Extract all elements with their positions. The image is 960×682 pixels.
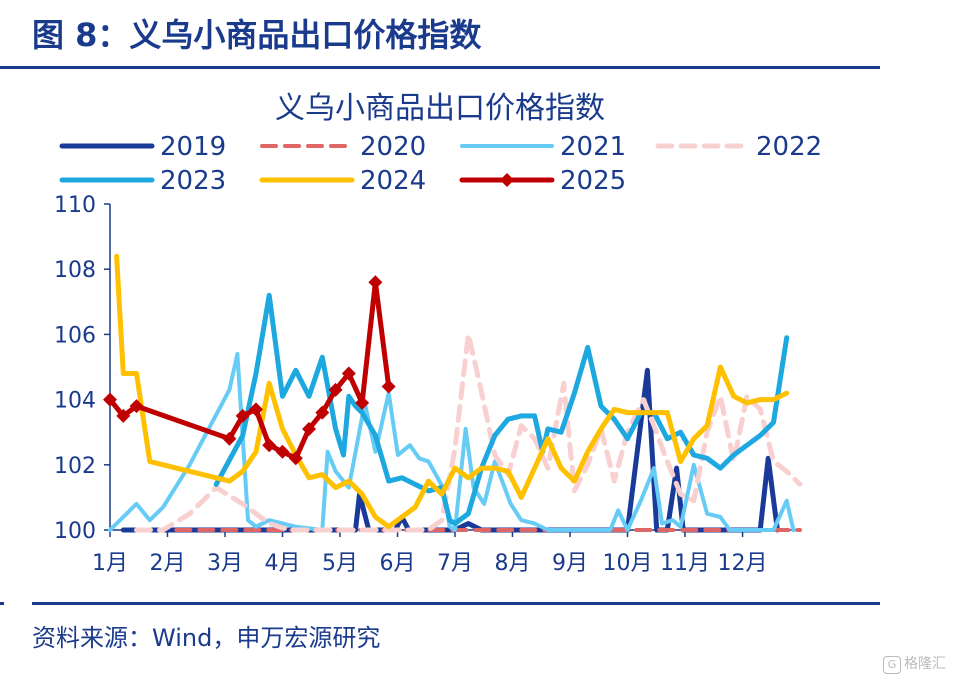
data-point-2025-10 — [315, 405, 330, 420]
series-line-2021 — [108, 352, 796, 532]
data-point-2025-11 — [328, 382, 343, 397]
series-line-2025 — [107, 279, 392, 461]
data-point-2025-3 — [222, 431, 237, 446]
x-tick-label-8: 9月 — [552, 551, 588, 576]
source-note: 资料来源：Wind，申万宏源研究 — [32, 624, 381, 652]
x-tick-label-6: 7月 — [437, 551, 473, 576]
legend-label-2021: 2021 — [560, 132, 626, 162]
y-tick-label-100: 100 — [54, 519, 96, 544]
series-line-2024 — [114, 253, 790, 530]
x-tick-label-5: 6月 — [380, 551, 416, 576]
chart-title: 义乌小商品出口价格指数 — [275, 91, 605, 126]
legend-item-2024: 2024 — [259, 166, 426, 196]
y-tick-label-108: 108 — [54, 258, 96, 283]
footer-rule — [32, 602, 880, 605]
data-point-2025-8 — [288, 451, 303, 466]
x-tick-label-0: 1月 — [92, 551, 128, 576]
y-tick-label-104: 104 — [54, 389, 96, 414]
legend-label-2025: 2025 — [560, 166, 626, 196]
data-point-2025-4 — [235, 408, 250, 423]
legend-item-2022: 2022 — [655, 132, 822, 162]
x-tick-label-2: 3月 — [207, 551, 243, 576]
header-rule — [0, 66, 880, 69]
x-tick-label-10: 11月 — [660, 551, 710, 576]
legend-label-2022: 2022 — [756, 132, 822, 162]
data-point-2025-7 — [275, 444, 290, 459]
y-tick-label-110: 110 — [54, 193, 96, 218]
watermark-logo-icon: G — [883, 656, 901, 674]
legend-item-2023: 2023 — [59, 166, 226, 196]
y-tick-label-106: 106 — [54, 323, 96, 348]
series-line-2023 — [213, 292, 790, 526]
data-point-2025-6 — [262, 438, 277, 453]
chart: 义乌小商品出口价格指数 2019 2020 2021 2022 2023 2024 2025 1… — [54, 91, 822, 576]
legend-label-2019: 2019 — [160, 132, 226, 162]
x-tick-label-9: 10月 — [603, 551, 653, 576]
x-tick-label-11: 12月 — [718, 551, 768, 576]
legend-item-2025: 2025 — [459, 166, 626, 196]
x-tick-label-7: 8月 — [494, 551, 530, 576]
legend-label-2024: 2024 — [360, 166, 426, 196]
series-line-2022 — [134, 331, 803, 533]
watermark: G 格隆汇 — [883, 653, 946, 674]
data-point-2025-1 — [116, 408, 131, 423]
x-tick-label-1: 2月 — [149, 551, 185, 576]
legend-label-2020: 2020 — [360, 132, 426, 162]
legend-item-2021: 2021 — [460, 132, 626, 162]
y-tick-label-102: 102 — [54, 454, 96, 479]
data-point-2025-9 — [302, 421, 317, 436]
legend-label-2023: 2023 — [160, 166, 226, 196]
watermark-text: 格隆汇 — [904, 656, 946, 672]
data-point-2025-13 — [355, 395, 370, 410]
footer-rule-tick — [0, 602, 4, 605]
figure-header: 图 8：义乌小商品出口价格指数 — [32, 16, 482, 54]
data-point-2025-2 — [129, 399, 144, 414]
legend-item-2020: 2020 — [260, 132, 426, 162]
data-point-2025-14 — [368, 275, 383, 290]
legend-marker-2025 — [500, 173, 514, 187]
x-tick-label-3: 4月 — [265, 551, 301, 576]
x-tick-label-4: 5月 — [322, 551, 358, 576]
data-point-2025-5 — [248, 402, 263, 417]
data-point-2025-15 — [381, 379, 396, 394]
legend-item-2019: 2019 — [59, 132, 226, 162]
data-point-2025-12 — [341, 366, 356, 381]
data-point-2025-0 — [103, 392, 117, 407]
header-rule-tick — [0, 66, 4, 69]
series-line-2019 — [120, 367, 780, 533]
